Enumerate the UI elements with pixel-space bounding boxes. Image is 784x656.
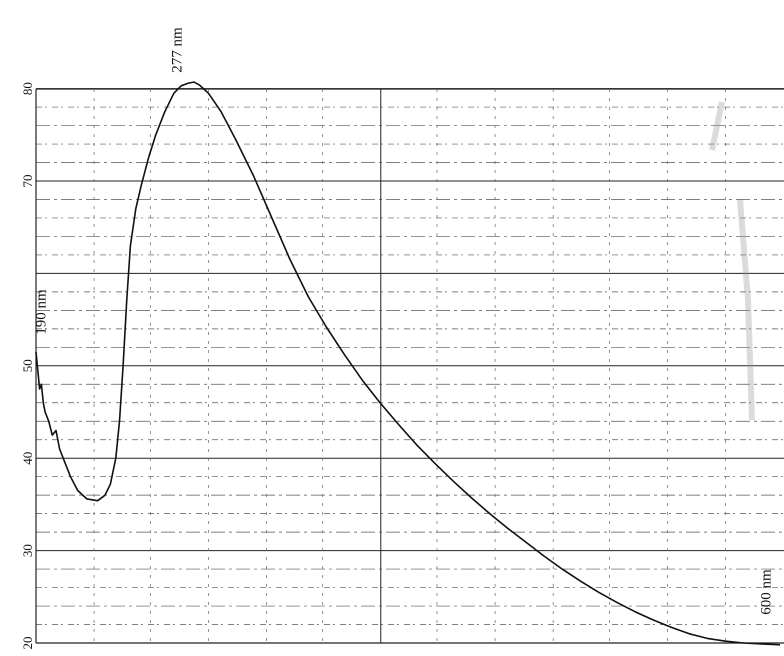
scan-artifact xyxy=(709,101,755,421)
y-tick-label: 30 xyxy=(20,544,35,557)
peak-annotation: 277 nm xyxy=(169,27,185,73)
series-layer xyxy=(35,81,781,646)
y-tick-label: 40 xyxy=(20,452,35,465)
y-tick-label: 50 xyxy=(20,359,35,372)
y-tick-labels: 20 30 40 50 70 80 xyxy=(20,82,35,649)
end-annotation: 600 nm xyxy=(758,569,774,615)
series-line xyxy=(35,81,781,646)
start-annotation: 190 nm xyxy=(33,289,49,335)
y-tick-label: 80 xyxy=(20,82,35,95)
y-tick-label: 20 xyxy=(20,637,35,650)
annotations: 277 nm 190 nm 600 nm xyxy=(33,27,774,615)
y-tick-label: 70 xyxy=(20,175,35,188)
grid-layer xyxy=(35,88,784,644)
